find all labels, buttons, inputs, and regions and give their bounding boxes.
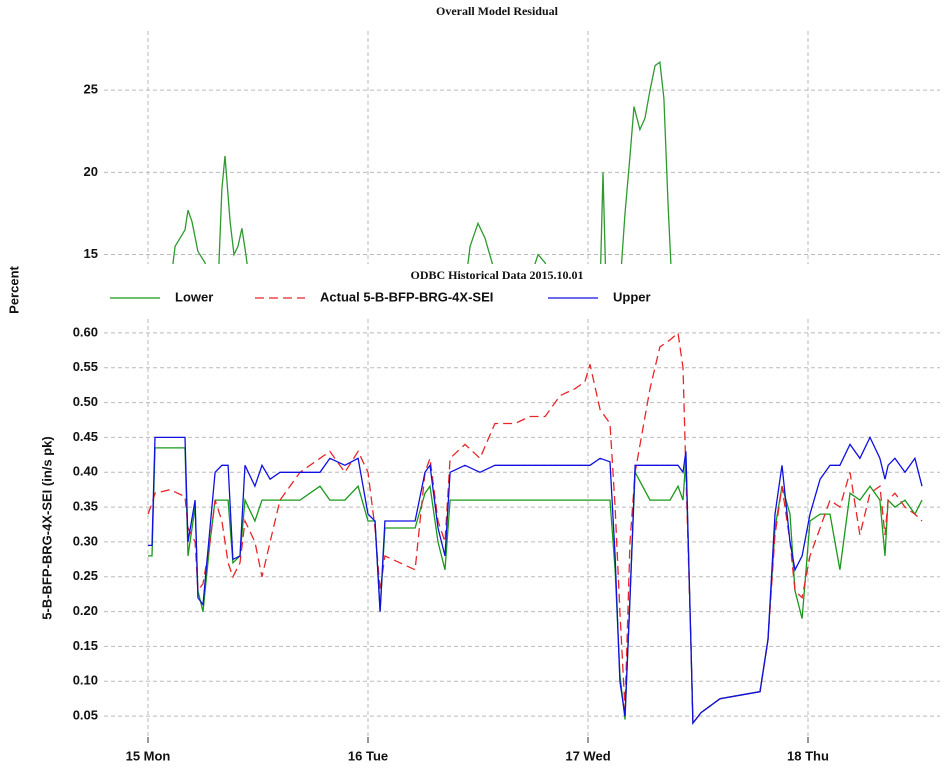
legend-label: Actual 5-B-BFP-BRG-4X-SEI xyxy=(320,289,493,304)
x-tick-label: 18 Thu xyxy=(787,748,829,763)
y-tick-label: 20 xyxy=(84,164,98,179)
chart-title: Overall Model Residual xyxy=(436,4,559,18)
y-tick-label: 0.60 xyxy=(73,324,98,339)
y-axis-label: Percent xyxy=(6,265,21,313)
x-tick-label: 16 Tue xyxy=(348,748,388,763)
data-line xyxy=(171,61,672,271)
y-tick-label: 0.40 xyxy=(73,464,98,479)
history-chart: ODBC Historical Data 2015.10.01 5-B-BFP-B… xyxy=(39,268,940,763)
y-tick-label: 0.50 xyxy=(73,394,98,409)
y-tick-label: 0.20 xyxy=(73,603,98,618)
y-tick-label: 0.45 xyxy=(73,429,98,444)
residual-chart: Overall Model Residual Percent 15 20 25 xyxy=(6,4,940,314)
y-tick-label: 15 xyxy=(84,246,98,261)
x-tick-label: 17 Wed xyxy=(565,748,610,763)
y-tick-label: 0.30 xyxy=(73,533,98,548)
legend-label: Lower xyxy=(175,289,213,304)
y-tick-label: 0.10 xyxy=(73,673,98,688)
y-axis-label: 5-B-BFP-BRG-4X-SEI (in/s pk) xyxy=(39,436,54,619)
y-tick-label: 0.35 xyxy=(73,499,98,514)
data-line xyxy=(147,331,923,725)
x-tick-label: 15 Mon xyxy=(126,748,171,763)
chart-title: ODBC Historical Data 2015.10.01 xyxy=(411,268,584,282)
y-tick-label: 0.05 xyxy=(73,708,98,723)
y-tick-label: 0.55 xyxy=(73,359,98,374)
y-tick-label: 0.15 xyxy=(73,638,98,653)
data-line xyxy=(148,435,923,725)
y-tick-label: 0.25 xyxy=(73,568,98,583)
lower-panel xyxy=(30,264,950,771)
legend-label: Upper xyxy=(613,289,651,304)
y-tick-label: 25 xyxy=(84,82,98,97)
